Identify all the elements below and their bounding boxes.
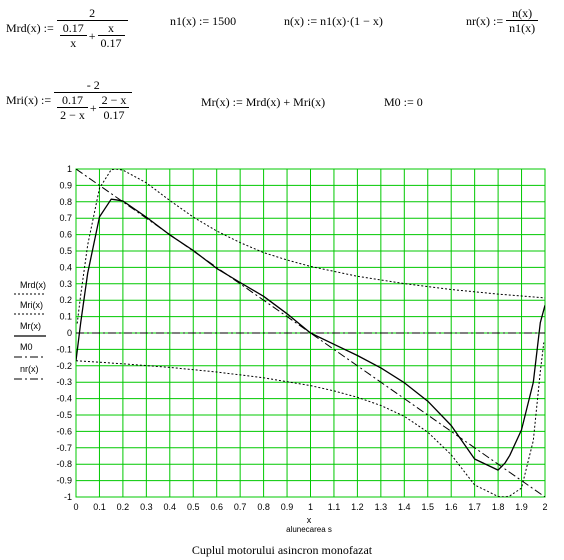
y-tick-label: 0.7 [59, 213, 72, 223]
y-tick-label: -0.9 [56, 476, 72, 486]
equation-n1: n1(x) := 1500 [170, 14, 237, 28]
equation-mri-fraction: - 2 0.17 2 − x +2 − x 0.17 [54, 78, 133, 122]
equation-mrd-fraction: 2 0.17 x + x 0.17 [56, 6, 128, 50]
equation-nr: nr(x) := n(x) n1(x) [466, 6, 539, 35]
series-nr-x [76, 169, 545, 497]
legend-label: Mr(x) [20, 321, 41, 331]
legend-label: Mri(x) [20, 300, 43, 310]
chart-tick-labels: 0 0.1 0.2 0.3 0.4 0.5 0.6 0.7 0.8 0.9 1 1.1 1.2 1.3 1.… [56, 164, 547, 512]
chart-series [76, 169, 545, 497]
x-tick-label: 0.7 [234, 502, 247, 512]
legend-label: Mrd(x) [20, 280, 46, 290]
equation-m0: M0 := 0 [384, 95, 423, 109]
y-tick-label: -0.6 [56, 426, 72, 436]
y-tick-label: 0.2 [59, 295, 72, 305]
x-tick-label: 0.5 [187, 502, 200, 512]
legend-label: M0 [20, 342, 33, 352]
y-tick-label: -0.4 [56, 394, 72, 404]
x-tick-label: 0.6 [210, 502, 223, 512]
y-tick-label: -0.5 [56, 410, 72, 420]
equation-mri: Mri(x) := - 2 0.17 2 − x +2 − x 0.17 [6, 78, 133, 122]
y-tick-label: 0 [67, 328, 72, 338]
series-mri-x [76, 342, 545, 497]
equation-nr-fraction: n(x) n1(x) [506, 6, 539, 35]
torque-chart: 0 0.1 0.2 0.3 0.4 0.5 0.6 0.7 0.8 0.9 1 1.1 1.2 1.3 1.… [14, 164, 548, 534]
chart-legend: Mrd(x) Mri(x) Mr(x) M0 nr(x) [14, 280, 46, 380]
x-tick-label: 1.8 [492, 502, 505, 512]
x-axis-label: alunecarea s [286, 525, 332, 534]
y-tick-label: 0.1 [59, 312, 72, 322]
equation-mrd: Mrd(x) := 2 0.17 x + x 0.17 [6, 6, 128, 50]
x-tick-label: 0.4 [164, 502, 177, 512]
x-tick-label: 1.5 [421, 502, 434, 512]
y-tick-label: -1 [64, 492, 72, 502]
y-tick-label: -0.8 [56, 459, 72, 469]
x-tick-label: 2 [542, 502, 547, 512]
y-tick-label: -0.7 [56, 443, 72, 453]
y-tick-label: 0.4 [59, 262, 72, 272]
y-tick-label: -0.3 [56, 377, 72, 387]
equation-mri-lhs: Mri(x) := [6, 93, 52, 107]
y-tick-label: 0.9 [59, 180, 72, 190]
series-mr-x [76, 198, 545, 471]
y-tick-label: -0.2 [56, 361, 72, 371]
y-tick-label: 1 [67, 164, 72, 174]
equation-mrd-denominator: 0.17 x + x 0.17 [56, 20, 128, 50]
x-tick-label: 1.9 [515, 502, 528, 512]
equation-nr-lhs: nr(x) := [466, 13, 504, 28]
x-tick-label: 1.7 [468, 502, 481, 512]
x-tick-label: 1.4 [398, 502, 411, 512]
x-tick-label: 0 [73, 502, 78, 512]
equation-mrd-numerator: 2 [89, 6, 96, 20]
x-tick-label: 1.3 [375, 502, 388, 512]
x-variable-label: x [307, 515, 312, 525]
equation-mrd-lhs: Mrd(x) := [6, 21, 54, 35]
y-tick-label: 0.3 [59, 279, 72, 289]
chart-caption: Cuplul motorului asincron monofazat [191, 543, 373, 557]
equation-n: n(x) := n1(x)·(1 − x) [284, 14, 383, 28]
y-tick-label: 0.5 [59, 246, 72, 256]
y-tick-label: 0.8 [59, 197, 72, 207]
x-tick-label: 1 [308, 502, 313, 512]
equation-mr: Mr(x) := Mrd(x) + Mri(x) [201, 95, 326, 109]
x-tick-label: 1.6 [445, 502, 458, 512]
y-tick-label: 0.6 [59, 230, 72, 240]
x-tick-label: 0.2 [117, 502, 130, 512]
series-mrd-x [76, 169, 545, 324]
legend-label: nr(x) [20, 364, 39, 374]
x-tick-label: 0.1 [93, 502, 106, 512]
x-tick-label: 0.3 [140, 502, 153, 512]
x-tick-label: 0.8 [257, 502, 270, 512]
x-tick-label: 1.1 [328, 502, 341, 512]
y-tick-label: -0.1 [56, 344, 72, 354]
equation-mri-denominator: 0.17 2 − x +2 − x 0.17 [54, 92, 133, 122]
equation-mri-numerator: - 2 [86, 78, 100, 92]
x-tick-label: 1.2 [351, 502, 364, 512]
x-tick-label: 0.9 [281, 502, 294, 512]
